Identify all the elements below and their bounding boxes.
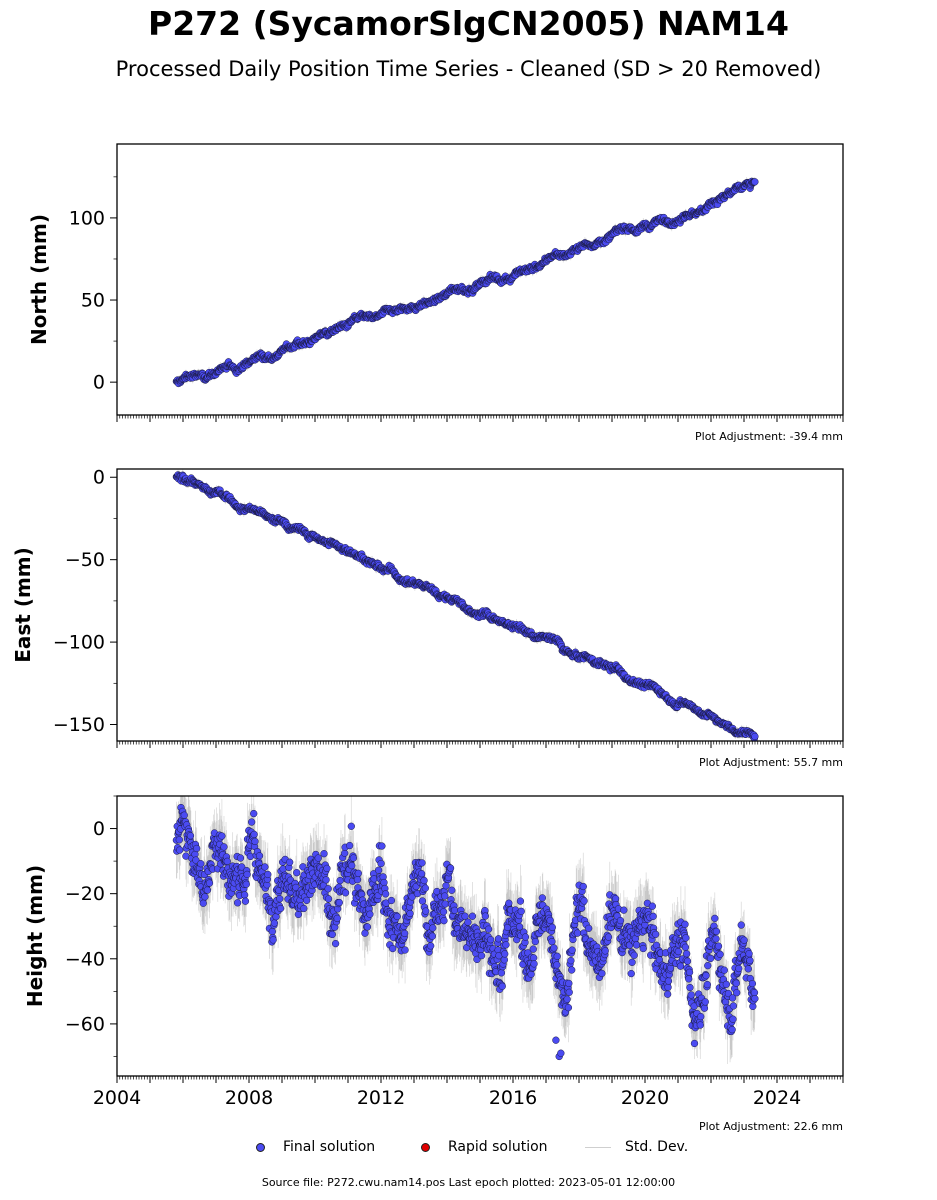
y-tick-label: −150 xyxy=(53,714,105,736)
y-axis-label: North (mm) xyxy=(27,214,51,345)
y-axis-east: 0 −50 −100 −150 xyxy=(53,467,117,736)
x-ticks-east xyxy=(116,741,844,748)
chart-subtitle: Processed Daily Position Time Series - C… xyxy=(115,57,822,81)
panel-east: 0 −50 −100 −150 East (mm) Plot Adjustment: 55… xyxy=(11,467,844,769)
plot-adjustment-note: Plot Adjustment: -39.4 mm xyxy=(695,430,843,443)
data-point xyxy=(751,732,759,741)
y-tick-label: 100 xyxy=(69,207,105,229)
data-point xyxy=(751,178,759,186)
y-tick-label: 0 xyxy=(93,467,105,489)
panel-north: 0 50 100 North (mm) Plot Adjustment: -39.4 m… xyxy=(27,143,844,443)
y-axis-label: East (mm) xyxy=(11,547,35,663)
axes-frame xyxy=(116,468,844,742)
series-east xyxy=(172,469,759,741)
y-tick-label: 50 xyxy=(81,290,105,312)
y-tick-label: −100 xyxy=(53,632,105,654)
x-ticks-north xyxy=(116,415,844,422)
series-height xyxy=(172,796,759,1065)
plot-adjustment-note: Plot Adjustment: 55.7 mm xyxy=(699,756,843,769)
points-north xyxy=(172,177,759,388)
chart-title: P272 (SycamorSlgCN2005) NAM14 xyxy=(148,4,789,43)
y-tick-label: −50 xyxy=(65,549,105,571)
y-tick-label: 0 xyxy=(93,372,105,394)
series-north xyxy=(172,177,759,388)
points-east xyxy=(172,471,759,741)
y-axis-north: 0 50 100 xyxy=(69,176,117,394)
